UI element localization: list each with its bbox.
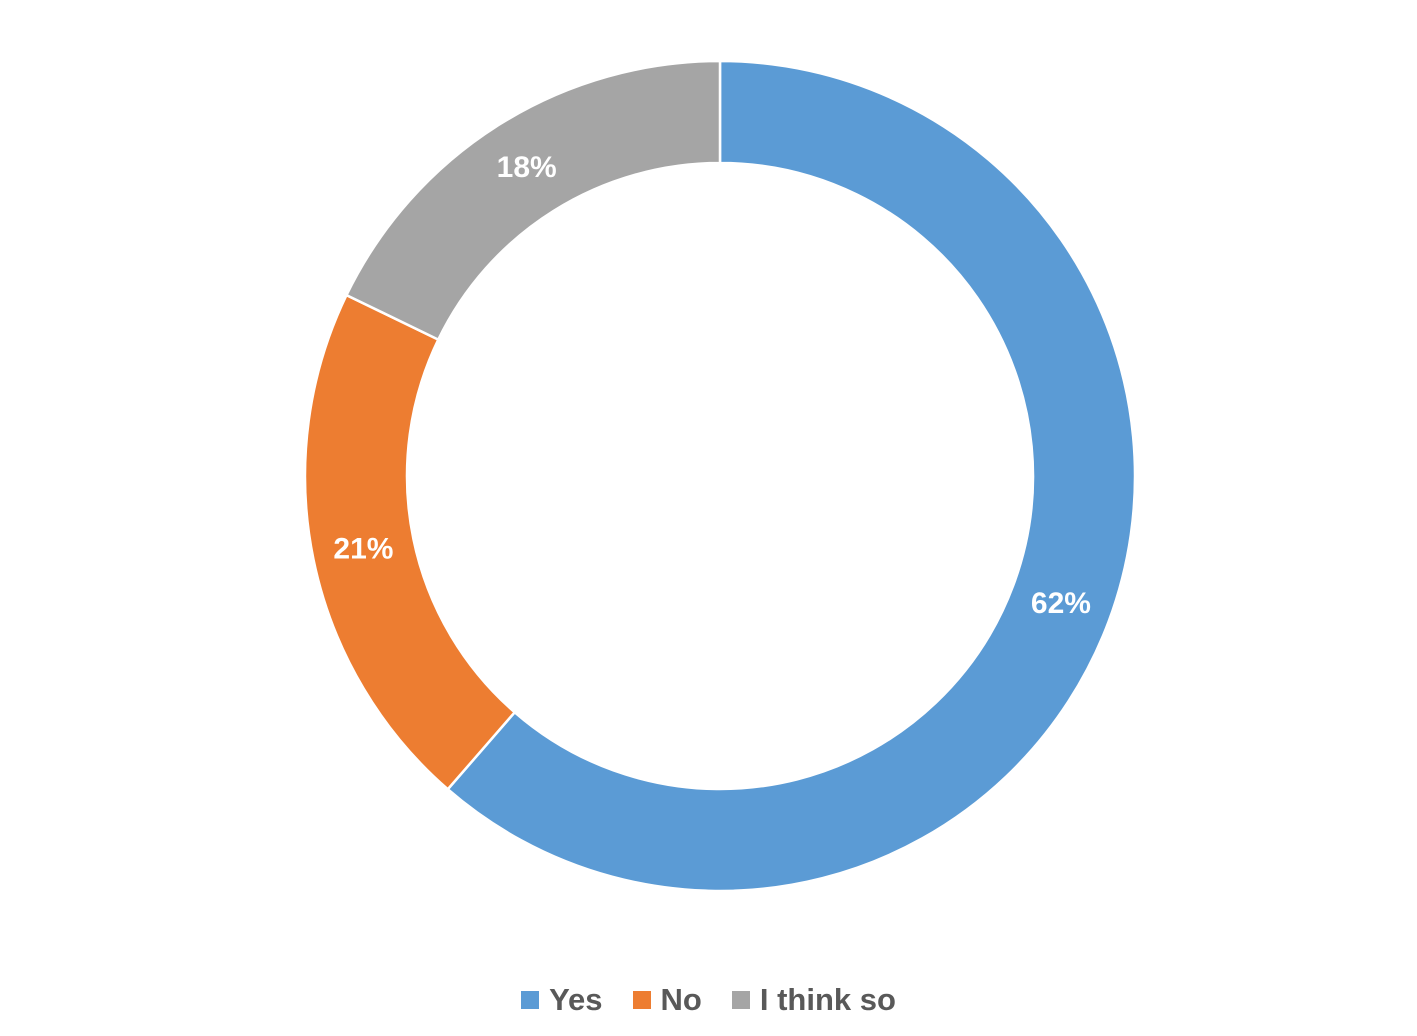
slices-group <box>303 59 1137 893</box>
data-label-yes: 62% <box>1031 587 1091 620</box>
data-labels-group: 62% 21% 18% <box>333 151 1091 620</box>
legend-swatch <box>521 991 540 1009</box>
legend: Yes No I think so <box>0 980 1417 1020</box>
legend-item-i-think-so: I think so <box>731 980 896 1020</box>
legend-label: No <box>660 982 702 1017</box>
legend-label: I think so <box>759 982 896 1017</box>
legend-label: Yes <box>549 982 603 1017</box>
slice-i-think-so <box>344 59 722 342</box>
data-label-no: 21% <box>333 533 393 566</box>
slice-yes <box>446 59 1137 893</box>
legend-swatch <box>731 991 750 1009</box>
data-label-i-think-so: 18% <box>497 151 557 184</box>
legend-swatch <box>632 991 651 1009</box>
legend-item-no: No <box>632 980 702 1020</box>
legend-item-yes: Yes <box>521 980 603 1020</box>
